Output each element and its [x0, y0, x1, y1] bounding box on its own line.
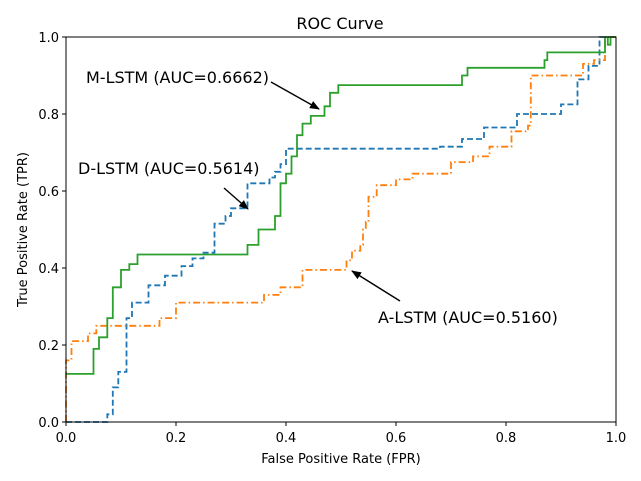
d-lstm-annotation-arrow — [223, 187, 249, 210]
m-lstm-annotation-arrow — [270, 81, 320, 110]
d-lstm-annotation-label: D-LSTM (AUC=0.5614) — [78, 159, 260, 178]
roc-line-a-lstm — [65, 36, 616, 422]
annotation-layer: M-LSTM (AUC=0.6662) D-LSTM (AUC=0.5614) … — [78, 68, 558, 327]
m-lstm-annotation-label: M-LSTM (AUC=0.6662) — [86, 68, 269, 87]
plot-frame — [65, 36, 617, 423]
y-tick-label: 0.2 — [38, 339, 59, 354]
ticks-layer: 0.0 0.2 0.4 0.6 0.8 1.0 0.0 0.2 0.4 0.6 0.8 1.0 — [38, 31, 626, 446]
y-tick-label: 0.8 — [38, 108, 59, 123]
series-layer — [65, 36, 616, 423]
x-axis-label: False Positive Rate (FPR) — [261, 452, 420, 467]
a-lstm-annotation-label: A-LSTM (AUC=0.5160) — [378, 308, 558, 327]
x-tick-label: 0.4 — [276, 431, 297, 446]
y-tick-label: 1.0 — [38, 31, 59, 46]
roc-line-d-lstm — [66, 36, 616, 423]
roc-line-m-lstm — [66, 36, 616, 375]
a-lstm-annotation-arrow — [351, 270, 401, 302]
x-tick-label: 0.2 — [166, 431, 187, 446]
x-tick-label: 0.6 — [386, 431, 407, 446]
x-tick-label: 1.0 — [606, 431, 627, 446]
y-tick-label: 0.4 — [38, 262, 59, 277]
y-tick-label: 0.0 — [38, 416, 59, 431]
y-axis-label: True Positive Rate (TPR) — [16, 152, 31, 308]
x-tick-label: 0.8 — [496, 431, 517, 446]
x-tick-label: 0.0 — [56, 431, 77, 446]
chart-title: ROC Curve — [296, 14, 383, 33]
y-tick-label: 0.6 — [38, 185, 59, 200]
